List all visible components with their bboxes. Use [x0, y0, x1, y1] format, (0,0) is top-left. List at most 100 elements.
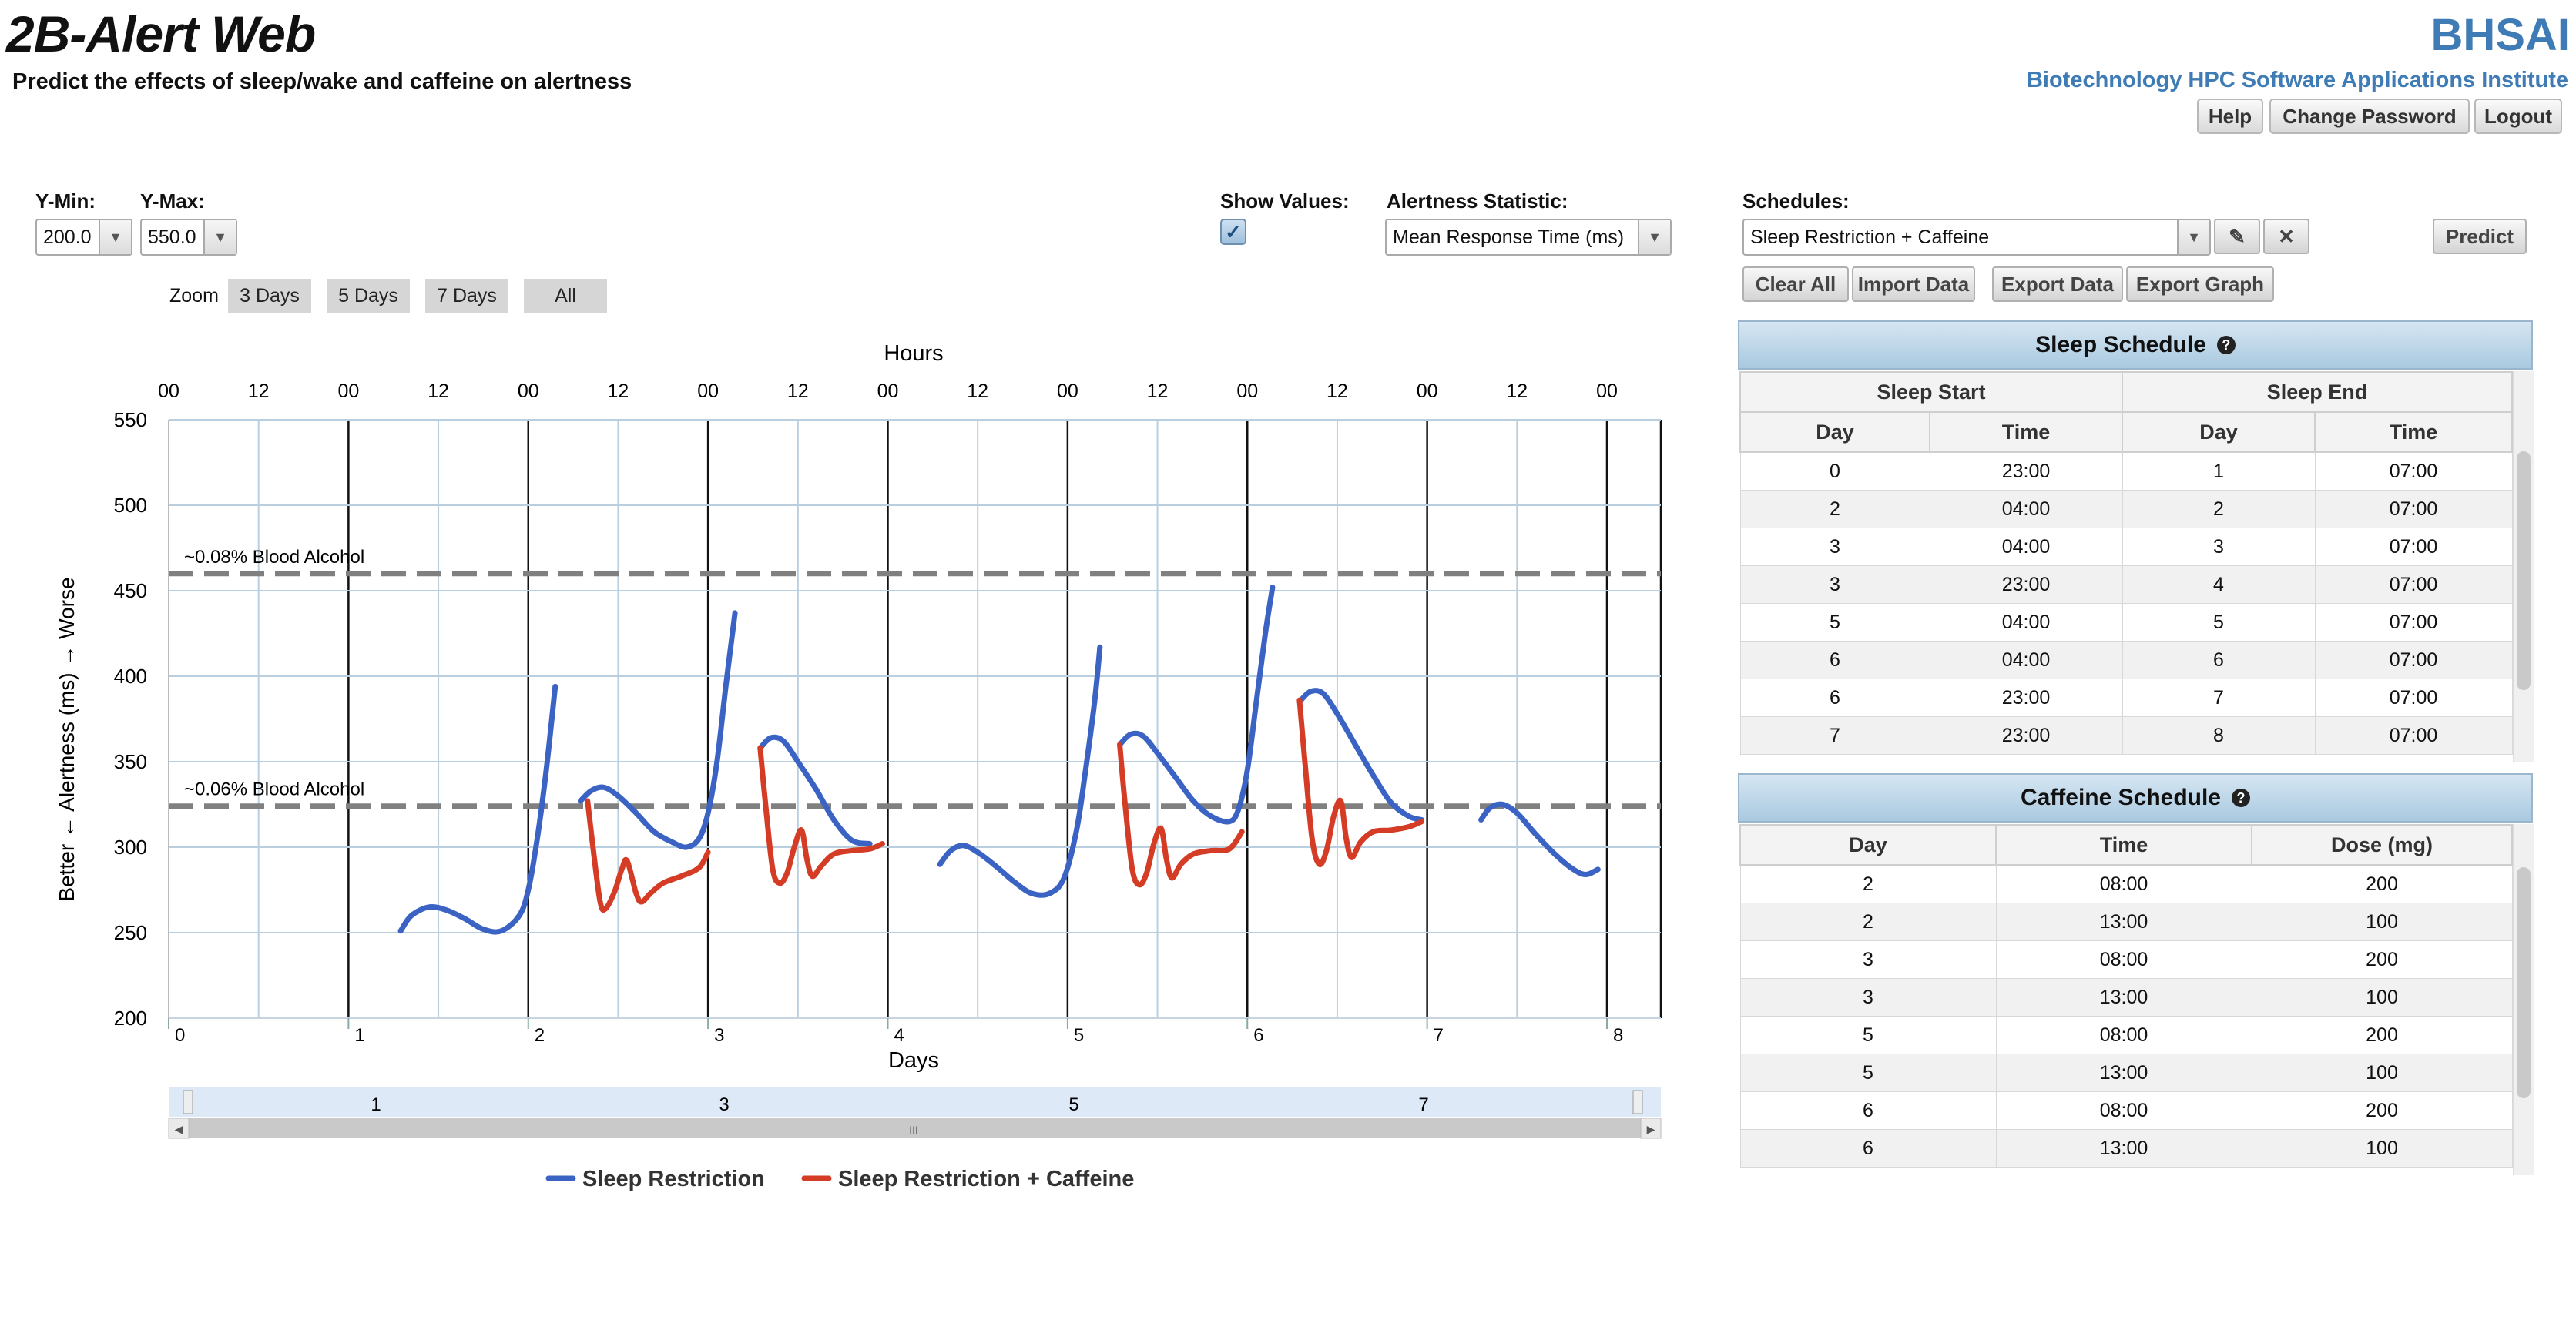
table-cell[interactable]: 5: [1739, 603, 1930, 642]
table-cell[interactable]: 23:00: [1929, 716, 2123, 755]
table-cell[interactable]: 04:00: [1929, 603, 2123, 642]
table-cell[interactable]: 13:00: [1995, 903, 2252, 941]
table-cell[interactable]: 0: [1739, 451, 1930, 491]
export-graph-button[interactable]: Export Graph: [2126, 266, 2274, 302]
table-cell[interactable]: 200: [2251, 1016, 2513, 1054]
table-cell[interactable]: 100: [2251, 978, 2513, 1017]
import-data-button[interactable]: Import Data: [1852, 266, 1975, 302]
caffeine-table-scrollbar[interactable]: [2513, 824, 2534, 1175]
table-cell[interactable]: 07:00: [2314, 679, 2513, 717]
table-cell[interactable]: 04:00: [1929, 528, 2123, 566]
table-cell[interactable]: 07:00: [2314, 565, 2513, 604]
table-row[interactable]: 6 04:00 6 07:00: [1739, 641, 2513, 679]
table-row[interactable]: 3 04:00 3 07:00: [1739, 528, 2513, 566]
table-cell[interactable]: 04:00: [1929, 490, 2123, 528]
zoom-5-days-button[interactable]: 5 Days: [327, 279, 410, 313]
column-header[interactable]: Day: [1739, 411, 1930, 453]
column-header[interactable]: Time: [1995, 824, 2252, 866]
zoom-all-button[interactable]: All: [524, 279, 607, 313]
sleep-restriction-series-line[interactable]: [1117, 585, 1276, 825]
sleep-restriction-caffeine-series-line[interactable]: [1296, 697, 1425, 868]
table-cell[interactable]: 23:00: [1929, 679, 2123, 717]
table-cell[interactable]: 5: [1739, 1016, 1997, 1054]
sleep-table-scrollbar[interactable]: [2513, 371, 2534, 762]
zoom-7-days-button[interactable]: 7 Days: [425, 279, 508, 313]
column-header[interactable]: Day: [1739, 824, 1997, 866]
table-cell[interactable]: 2: [1739, 490, 1930, 528]
help-button[interactable]: Help: [2197, 99, 2263, 134]
predict-button[interactable]: Predict: [2433, 219, 2527, 254]
table-cell[interactable]: 13:00: [1995, 1129, 2252, 1168]
sleep-restriction-series-line[interactable]: [1478, 801, 1601, 878]
table-cell[interactable]: 08:00: [1995, 940, 2252, 979]
chevron-down-icon[interactable]: ▼: [1638, 220, 1670, 254]
table-cell[interactable]: 200: [2251, 864, 2513, 903]
table-row[interactable]: 3 23:00 4 07:00: [1739, 565, 2513, 604]
table-cell[interactable]: 04:00: [1929, 641, 2123, 679]
table-row[interactable]: 6 13:00 100: [1739, 1129, 2513, 1168]
chevron-down-icon[interactable]: ▼: [203, 220, 236, 254]
table-cell[interactable]: 07:00: [2314, 490, 2513, 528]
sleep-restriction-legend-label[interactable]: Sleep Restriction: [582, 1167, 765, 1191]
table-cell[interactable]: 3: [1739, 978, 1997, 1017]
column-header[interactable]: Dose (mg): [2251, 824, 2513, 866]
zoom-3-days-button[interactable]: 3 Days: [228, 279, 311, 313]
navigator-scrollbar[interactable]: [169, 1118, 1661, 1138]
table-cell[interactable]: 5: [1739, 1054, 1997, 1092]
table-cell[interactable]: 6: [1739, 1091, 1997, 1130]
edit-schedule-button[interactable]: ✎: [2214, 219, 2260, 254]
alertness-chart[interactable]: ~0.08% Blood Alcohol ~0.06% Blood Alcohol…: [0, 323, 1695, 1209]
table-cell[interactable]: 100: [2251, 1054, 2513, 1092]
table-cell[interactable]: 23:00: [1929, 451, 2123, 491]
chart-legend[interactable]: Sleep Restriction Sleep Restriction + Caf…: [545, 1167, 1134, 1191]
table-cell[interactable]: 2: [1739, 903, 1997, 941]
table-row[interactable]: 2 04:00 2 07:00: [1739, 490, 2513, 528]
column-header[interactable]: Time: [1929, 411, 2123, 453]
export-data-button[interactable]: Export Data: [1992, 266, 2123, 302]
table-cell[interactable]: 08:00: [1995, 1016, 2252, 1054]
table-row[interactable]: 0 23:00 1 07:00: [1739, 451, 2513, 491]
table-cell[interactable]: 07:00: [2314, 641, 2513, 679]
scroll-left-button[interactable]: [168, 1118, 190, 1139]
table-row[interactable]: 3 13:00 100: [1739, 978, 2513, 1017]
table-cell[interactable]: 4: [2122, 565, 2316, 604]
ymax-select[interactable]: 550.0 ▼: [140, 219, 237, 256]
sleep-restriction-caffeine-series-line[interactable]: [1117, 742, 1245, 888]
show-values-checkbox[interactable]: ✓: [1220, 219, 1246, 245]
table-cell[interactable]: 2: [1739, 864, 1997, 903]
chevron-down-icon[interactable]: ▼: [99, 220, 131, 254]
change-password-button[interactable]: Change Password: [2269, 99, 2470, 134]
sleep-restriction-series-line[interactable]: [397, 683, 558, 935]
clear-all-button[interactable]: Clear All: [1742, 266, 1849, 302]
table-cell[interactable]: 1: [2122, 451, 2316, 491]
table-cell[interactable]: 3: [2122, 528, 2316, 566]
sleep-restriction-series-line[interactable]: [937, 644, 1103, 898]
navigator-range[interactable]: [169, 1087, 1661, 1117]
table-cell[interactable]: 200: [2251, 1091, 2513, 1130]
table-cell[interactable]: 8: [2122, 716, 2316, 755]
table-cell[interactable]: 6: [1739, 641, 1930, 679]
table-cell[interactable]: 07:00: [2314, 603, 2513, 642]
schedule-select[interactable]: Sleep Restriction + Caffeine ▼: [1742, 219, 2211, 256]
table-cell[interactable]: 07:00: [2314, 451, 2513, 491]
table-cell[interactable]: 3: [1739, 528, 1930, 566]
navigator-left-handle[interactable]: [183, 1090, 193, 1114]
table-cell[interactable]: 6: [2122, 641, 2316, 679]
table-cell[interactable]: 3: [1739, 565, 1930, 604]
scrollbar-thumb[interactable]: [2517, 451, 2531, 690]
table-cell[interactable]: 6: [1739, 1129, 1997, 1168]
table-cell[interactable]: 13:00: [1995, 1054, 2252, 1092]
table-cell[interactable]: 7: [2122, 679, 2316, 717]
table-cell[interactable]: 2: [2122, 490, 2316, 528]
logout-button[interactable]: Logout: [2474, 99, 2562, 134]
column-header[interactable]: Day: [2122, 411, 2316, 453]
table-row[interactable]: 5 04:00 5 07:00: [1739, 603, 2513, 642]
alertness-statistic-select[interactable]: Mean Response Time (ms) ▼: [1385, 219, 1672, 256]
sleep-restriction-caffeine-series-line[interactable]: [585, 798, 711, 913]
table-cell[interactable]: 07:00: [2314, 716, 2513, 755]
table-row[interactable]: 5 08:00 200: [1739, 1016, 2513, 1054]
table-cell[interactable]: 13:00: [1995, 978, 2252, 1017]
table-row[interactable]: 2 08:00 200: [1739, 864, 2513, 903]
table-cell[interactable]: 3: [1739, 940, 1997, 979]
ymin-select[interactable]: 200.0 ▼: [35, 219, 132, 256]
